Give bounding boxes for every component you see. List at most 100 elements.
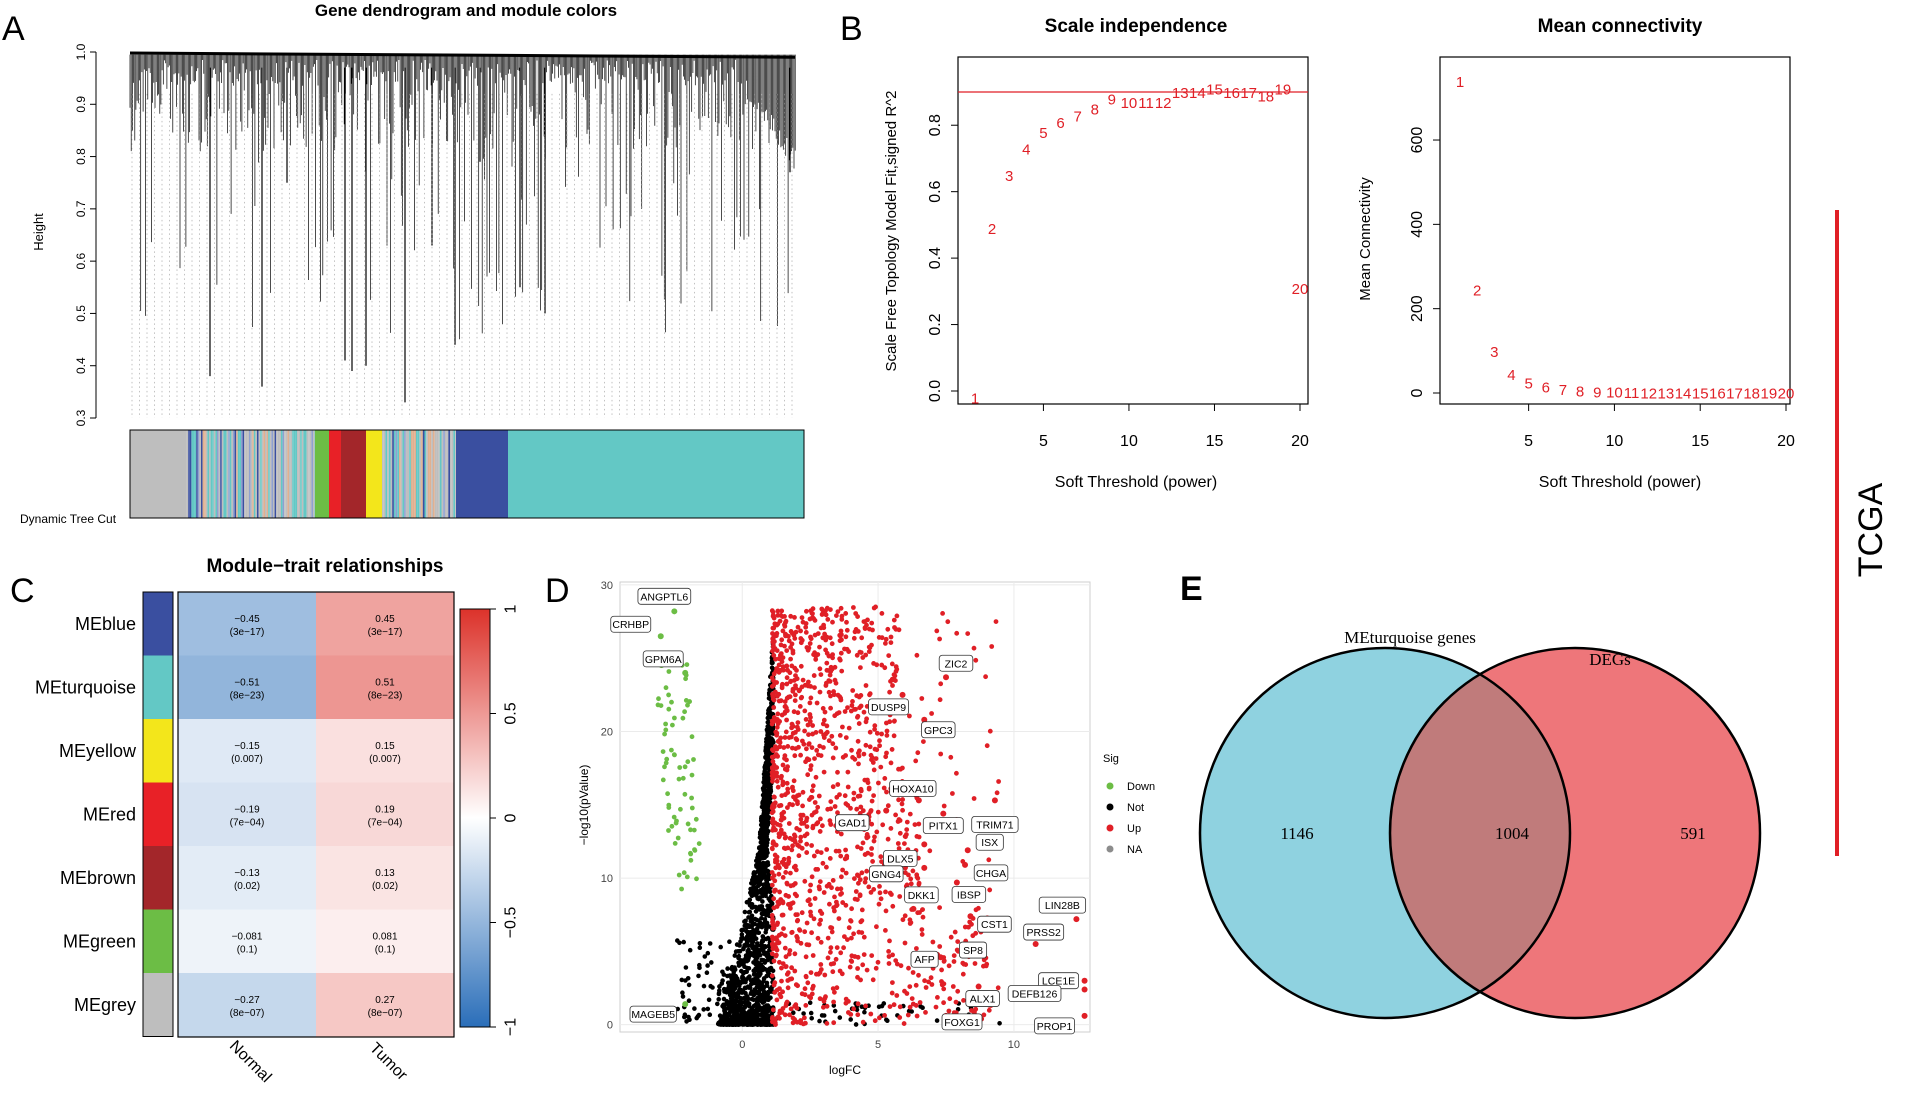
module-trait-columns: Normal Tumor [226,1038,411,1086]
colorbar-mixed-stripe [207,430,209,518]
heatmap-cell [178,973,316,1037]
colorbar-mixed-stripe [419,430,422,518]
power-point-label: 3 [1490,344,1498,361]
gene-label-box [869,865,904,883]
heatmap-cell [316,909,454,973]
labeled-gene-point [921,841,928,848]
heatmap-cell [316,782,454,846]
colorbar-mixed-stripe [308,430,310,518]
module-color-swatch [143,782,173,846]
legend-swatch [1106,845,1114,853]
module-trait-title: Module−trait relationships [206,556,443,577]
heatmap-cell-pvalue: (0.007) [369,754,401,765]
colorbar-mixed-stripe [313,430,315,518]
gene-label-box [1034,1017,1075,1035]
power-point-label: 4 [1507,367,1515,384]
gene-label-text: PRSS2 [1026,927,1061,939]
module-name-label: MEred [83,804,136,824]
module-swatch-frame [142,591,174,1037]
colorbar-mixed-stripe [285,430,288,518]
xtick-label: 5 [1039,433,1048,450]
dendrogram-ytick-label: 0.5 [74,305,88,322]
xtick-label: 15 [1691,433,1709,450]
heatmap-cell-pvalue: (8e−23) [230,690,265,701]
legend-swatch [1106,803,1114,811]
dendrogram-yticks: 0.3 0.4 0.5 0.6 0.7 0.8 0.9 1.0 [74,43,96,426]
colorbar-mixed-stripe [451,430,454,518]
heatmap-cell-pvalue: (8e−07) [230,1008,265,1019]
colorbar-mixed-stripe [439,430,442,518]
colorbar-mixed-stripe [292,430,294,518]
power-point-label: 18 [1743,386,1760,403]
ytick-label: 0.6 [927,180,944,202]
colorbar-mixed-stripe [431,430,433,518]
gene-label-box [835,814,870,832]
heatmap-cell [178,592,316,656]
heatmap-cell-pvalue: (3e−17) [368,627,403,638]
colorbar-mixed-stripe [405,430,408,518]
colorbar-mixed-stripe [242,430,245,518]
volcano-down-points [655,656,702,892]
colorbar-mixed-stripe [297,430,299,518]
colorbar-blue [456,430,508,518]
volcano-legend: Down Not Up NA [1106,781,1155,856]
colorbar-mixed-stripe [233,430,235,518]
power-point-label: 15 [1692,386,1709,403]
colorbar-mixed-stripe [446,430,449,518]
power-point-label: 8 [1576,383,1584,400]
module-color-swatch [143,592,173,656]
colorbar-mixed-stripe [289,430,291,518]
power-point-label: 1 [971,391,979,408]
mean-connectivity-xlabel: Soft Threshold (power) [1539,474,1701,491]
colorbar-mixed-stripe [204,430,206,518]
heatmap-cell [316,973,454,1037]
gene-label-text: IBSP [957,889,981,901]
dendrogram-title: Gene dendrogram and module colors [315,1,617,20]
heatmap-cell-value: −0.45 [234,614,260,625]
colorscale-tick-label: 0.5 [502,702,519,724]
colorbar-mixed-stripe [295,430,297,518]
dendrogram-ytick-label: 0.6 [74,252,88,269]
labeled-gene-point [967,913,974,920]
gene-label-box [642,650,684,668]
labeled-gene-point [657,633,664,640]
colorbar-mixed-stripe [293,430,296,518]
colorbar-mixed-stripe [241,430,243,518]
colorbar-mixed-stripe [421,430,423,518]
colorbar-mixed-stripe [244,430,246,518]
ytick-label: 0.0 [927,380,944,402]
gene-label-text: MAGEB5 [631,1009,675,1021]
colorbar-mixed-stripe [441,430,444,518]
gene-label-box [975,833,1004,851]
power-point-label: 6 [1056,115,1064,132]
gene-label-text: TRIM71 [976,819,1014,831]
gene-label-box [951,886,987,903]
venn-outline-left [1198,646,1572,1020]
labeled-gene-point [671,608,678,615]
labeled-gene-point [910,905,917,912]
panel-label-b: B [840,10,863,48]
gene-label-box [965,990,1000,1007]
module-name-label: MEturquoise [35,677,136,697]
gene-label-text: GAD1 [838,818,867,830]
module-name-label: MEbrown [60,868,136,888]
heatmap-cell-value: 0.19 [375,804,395,815]
colorbar-mixed-stripe [385,430,388,518]
gene-label-box [610,615,652,633]
colorbar-mixed-stripe [229,430,232,518]
colorbar-mixed-stripe [433,430,435,518]
gene-label-box [1007,985,1062,1002]
volcano-gene-labels: ANGPTL6 CRHBP GPM6A MAGEB5 ZIC2 DUSP9 GPC3 HOXA… [610,587,1088,1035]
colorbar-mixed-stripe [414,430,416,518]
volcano-xtick-label: 10 [1008,1039,1020,1051]
trait-column-label: Tumor [366,1040,411,1085]
gene-label-text: AFP [914,954,934,966]
heatmap-cell [178,655,316,719]
dendrogram-tree [129,51,796,418]
colorbar-mixed-stripe [412,430,415,518]
colorbar-mixed-stripe [399,430,401,518]
colorbar-label: Dynamic Tree Cut [20,512,117,526]
colorbar-mixed-stripe [416,430,418,518]
mean-connectivity-panel: Mean connectivity Soft Threshold (power)… [1357,16,1795,491]
